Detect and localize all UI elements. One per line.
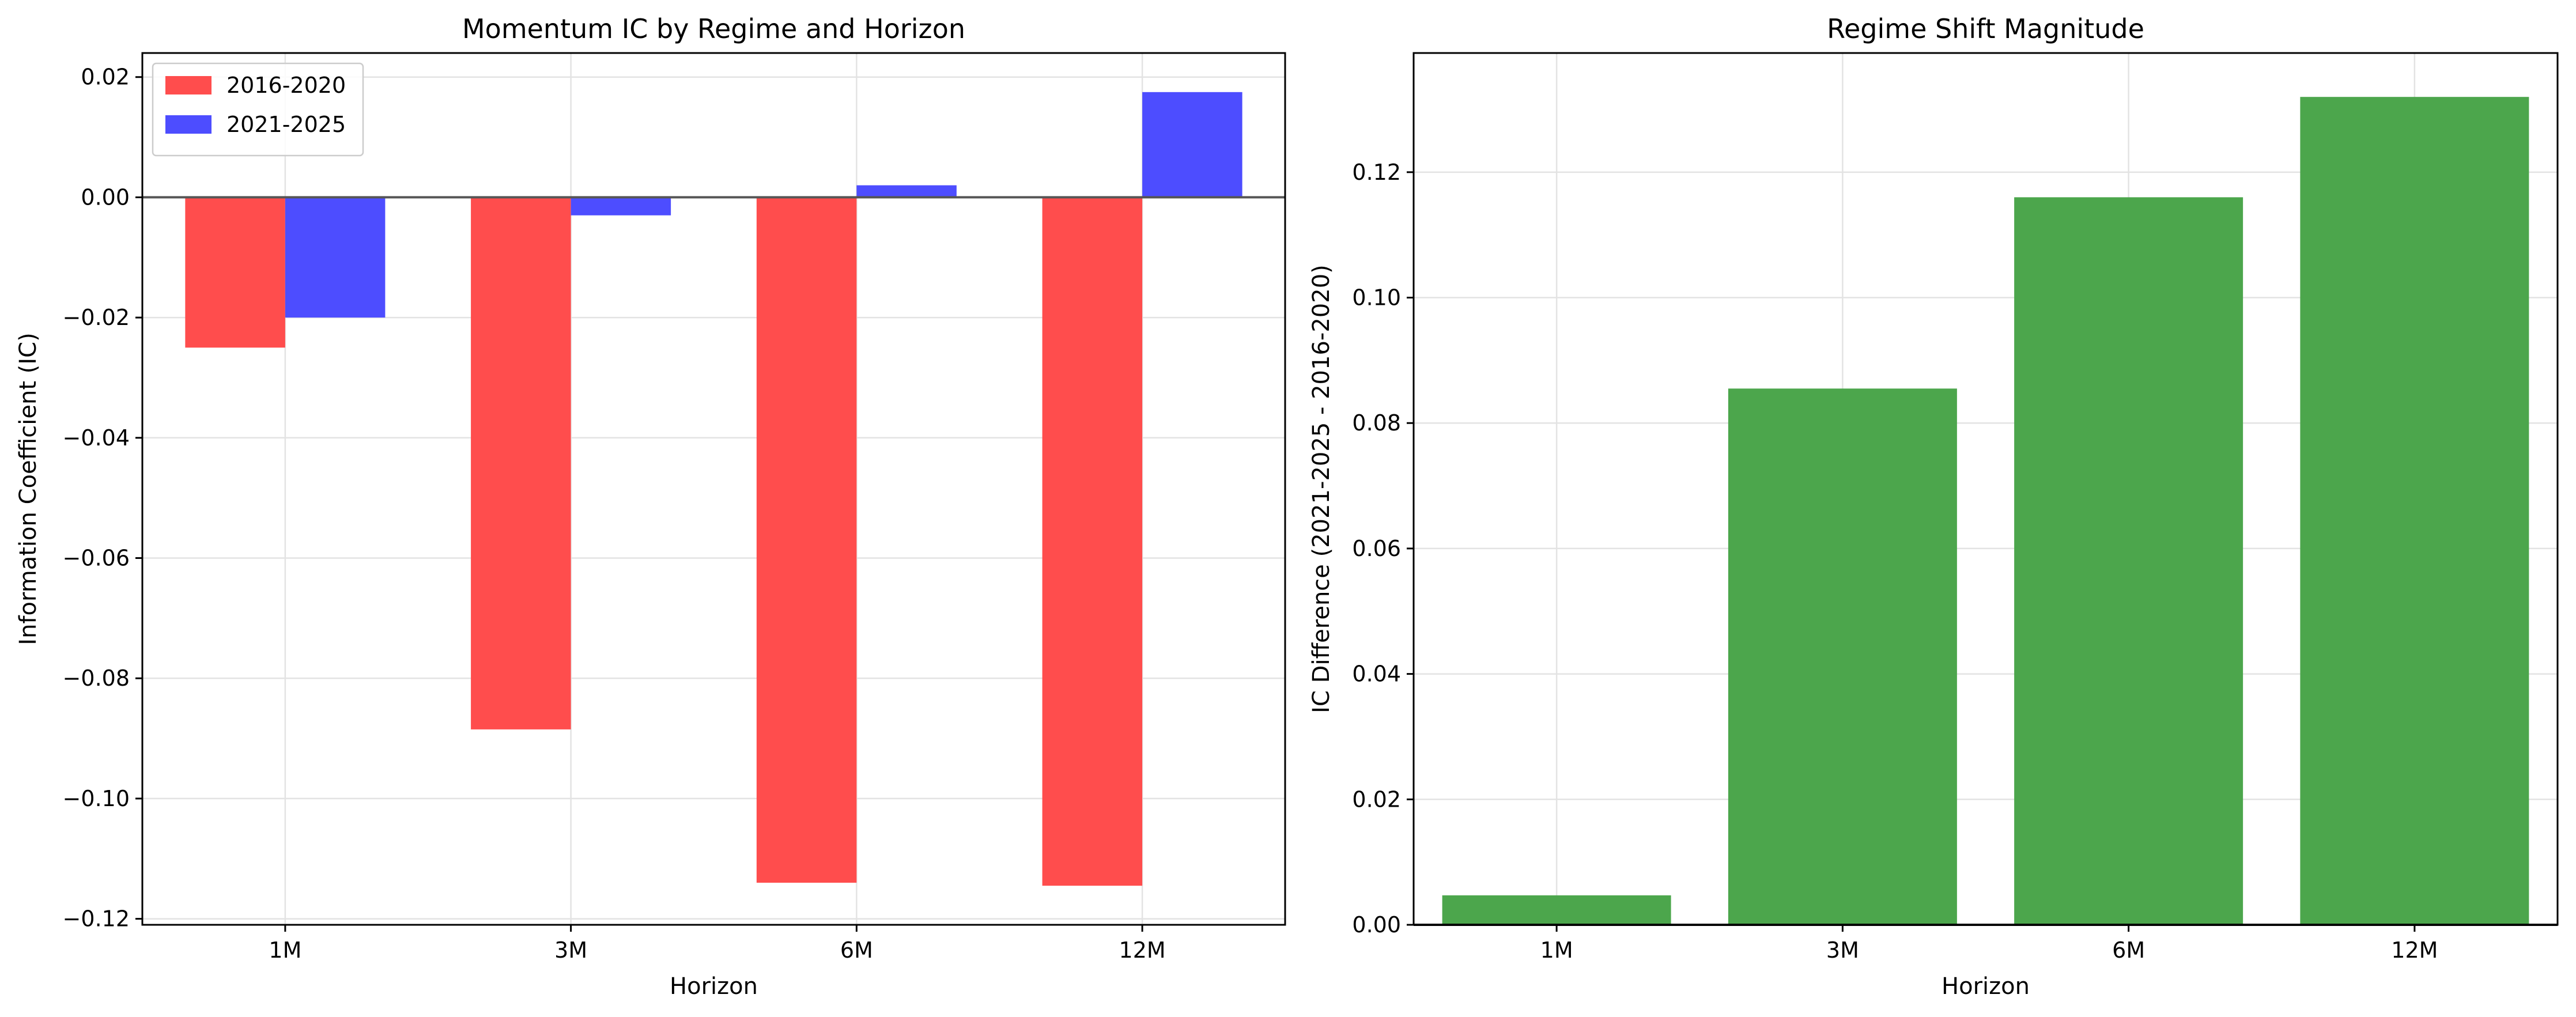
x-axis-label: Horizon [1942, 973, 2030, 1000]
bar-2021-2025-3m [571, 197, 671, 216]
bar-2021-2025-6m [856, 185, 957, 198]
y-tick-label: −0.06 [63, 545, 130, 570]
bar-2021-2025-1m [285, 197, 386, 318]
bar-12m [2300, 97, 2529, 925]
y-tick-label: 0.02 [81, 65, 130, 90]
chart-title: Momentum IC by Regime and Horizon [462, 13, 965, 44]
x-tick-label-12m: 12M [1119, 937, 1166, 963]
y-tick-label: 0.08 [1352, 410, 1401, 436]
chart-title: Regime Shift Magnitude [1827, 13, 2144, 44]
y-tick-label: 0.00 [81, 184, 130, 210]
y-tick-label: 0.04 [1352, 661, 1401, 687]
legend-label-2016-2020: 2016-2020 [226, 73, 346, 98]
x-tick-label-3m: 3M [554, 937, 587, 963]
bar-2016-2020-6m [756, 197, 857, 883]
y-tick-label: −0.12 [63, 906, 130, 932]
x-tick-label-1m: 1M [1540, 937, 1573, 963]
y-tick-label: 0.00 [1352, 912, 1401, 937]
y-tick-label: −0.10 [63, 786, 130, 811]
y-tick-label: 0.06 [1352, 536, 1401, 561]
regime-shift-magnitude-chart: 1M 3M 6M 12M 0.00 0.02 0.04 0.06 0.08 0.10 0.12 R… [1308, 13, 2559, 1000]
legend-label-2021-2025: 2021-2025 [226, 112, 346, 137]
x-tick-label-1m: 1M [269, 937, 301, 963]
y-tick-label: −0.04 [63, 425, 130, 451]
bar-2016-2020-3m [471, 197, 571, 729]
y-tick-label: −0.08 [63, 666, 130, 691]
bar-2021-2025-12m [1142, 92, 1242, 198]
ic-by-regime-chart: 1M 3M 6M 12M −0.12 −0.10 −0.08 −0.06 −0.04 −0.02… [15, 13, 1286, 1000]
x-tick-label-6m: 6M [840, 937, 873, 963]
x-tick-label-3m: 3M [1826, 937, 1859, 963]
bar-1m [1442, 895, 1671, 925]
x-axis-label: Horizon [670, 973, 758, 1000]
legend: 2016-2020 2021-2025 [152, 62, 364, 157]
x-tick-label-6m: 6M [2112, 937, 2145, 963]
y-axis-label: Information Coefficient (IC) [15, 332, 41, 645]
bar-2016-2020-12m [1042, 197, 1143, 886]
y-axis-label: IC Difference (2021-2025 - 2016-2020) [1308, 264, 1335, 713]
y-tick-label: −0.02 [63, 305, 130, 330]
y-tick-label: 0.12 [1352, 160, 1401, 185]
y-tick-label: 0.02 [1352, 787, 1401, 812]
legend-swatch-2016-2020 [165, 76, 211, 94]
plot-frame [1412, 52, 2559, 926]
x-tick-label-12m: 12M [2391, 937, 2438, 963]
legend-swatch-2021-2025 [165, 115, 211, 134]
bar-3m [1728, 388, 1957, 925]
y-tick-label: 0.10 [1352, 285, 1401, 311]
bar-2016-2020-1m [185, 197, 285, 348]
bar-6m [2014, 197, 2243, 925]
plot-frame [141, 52, 1286, 926]
